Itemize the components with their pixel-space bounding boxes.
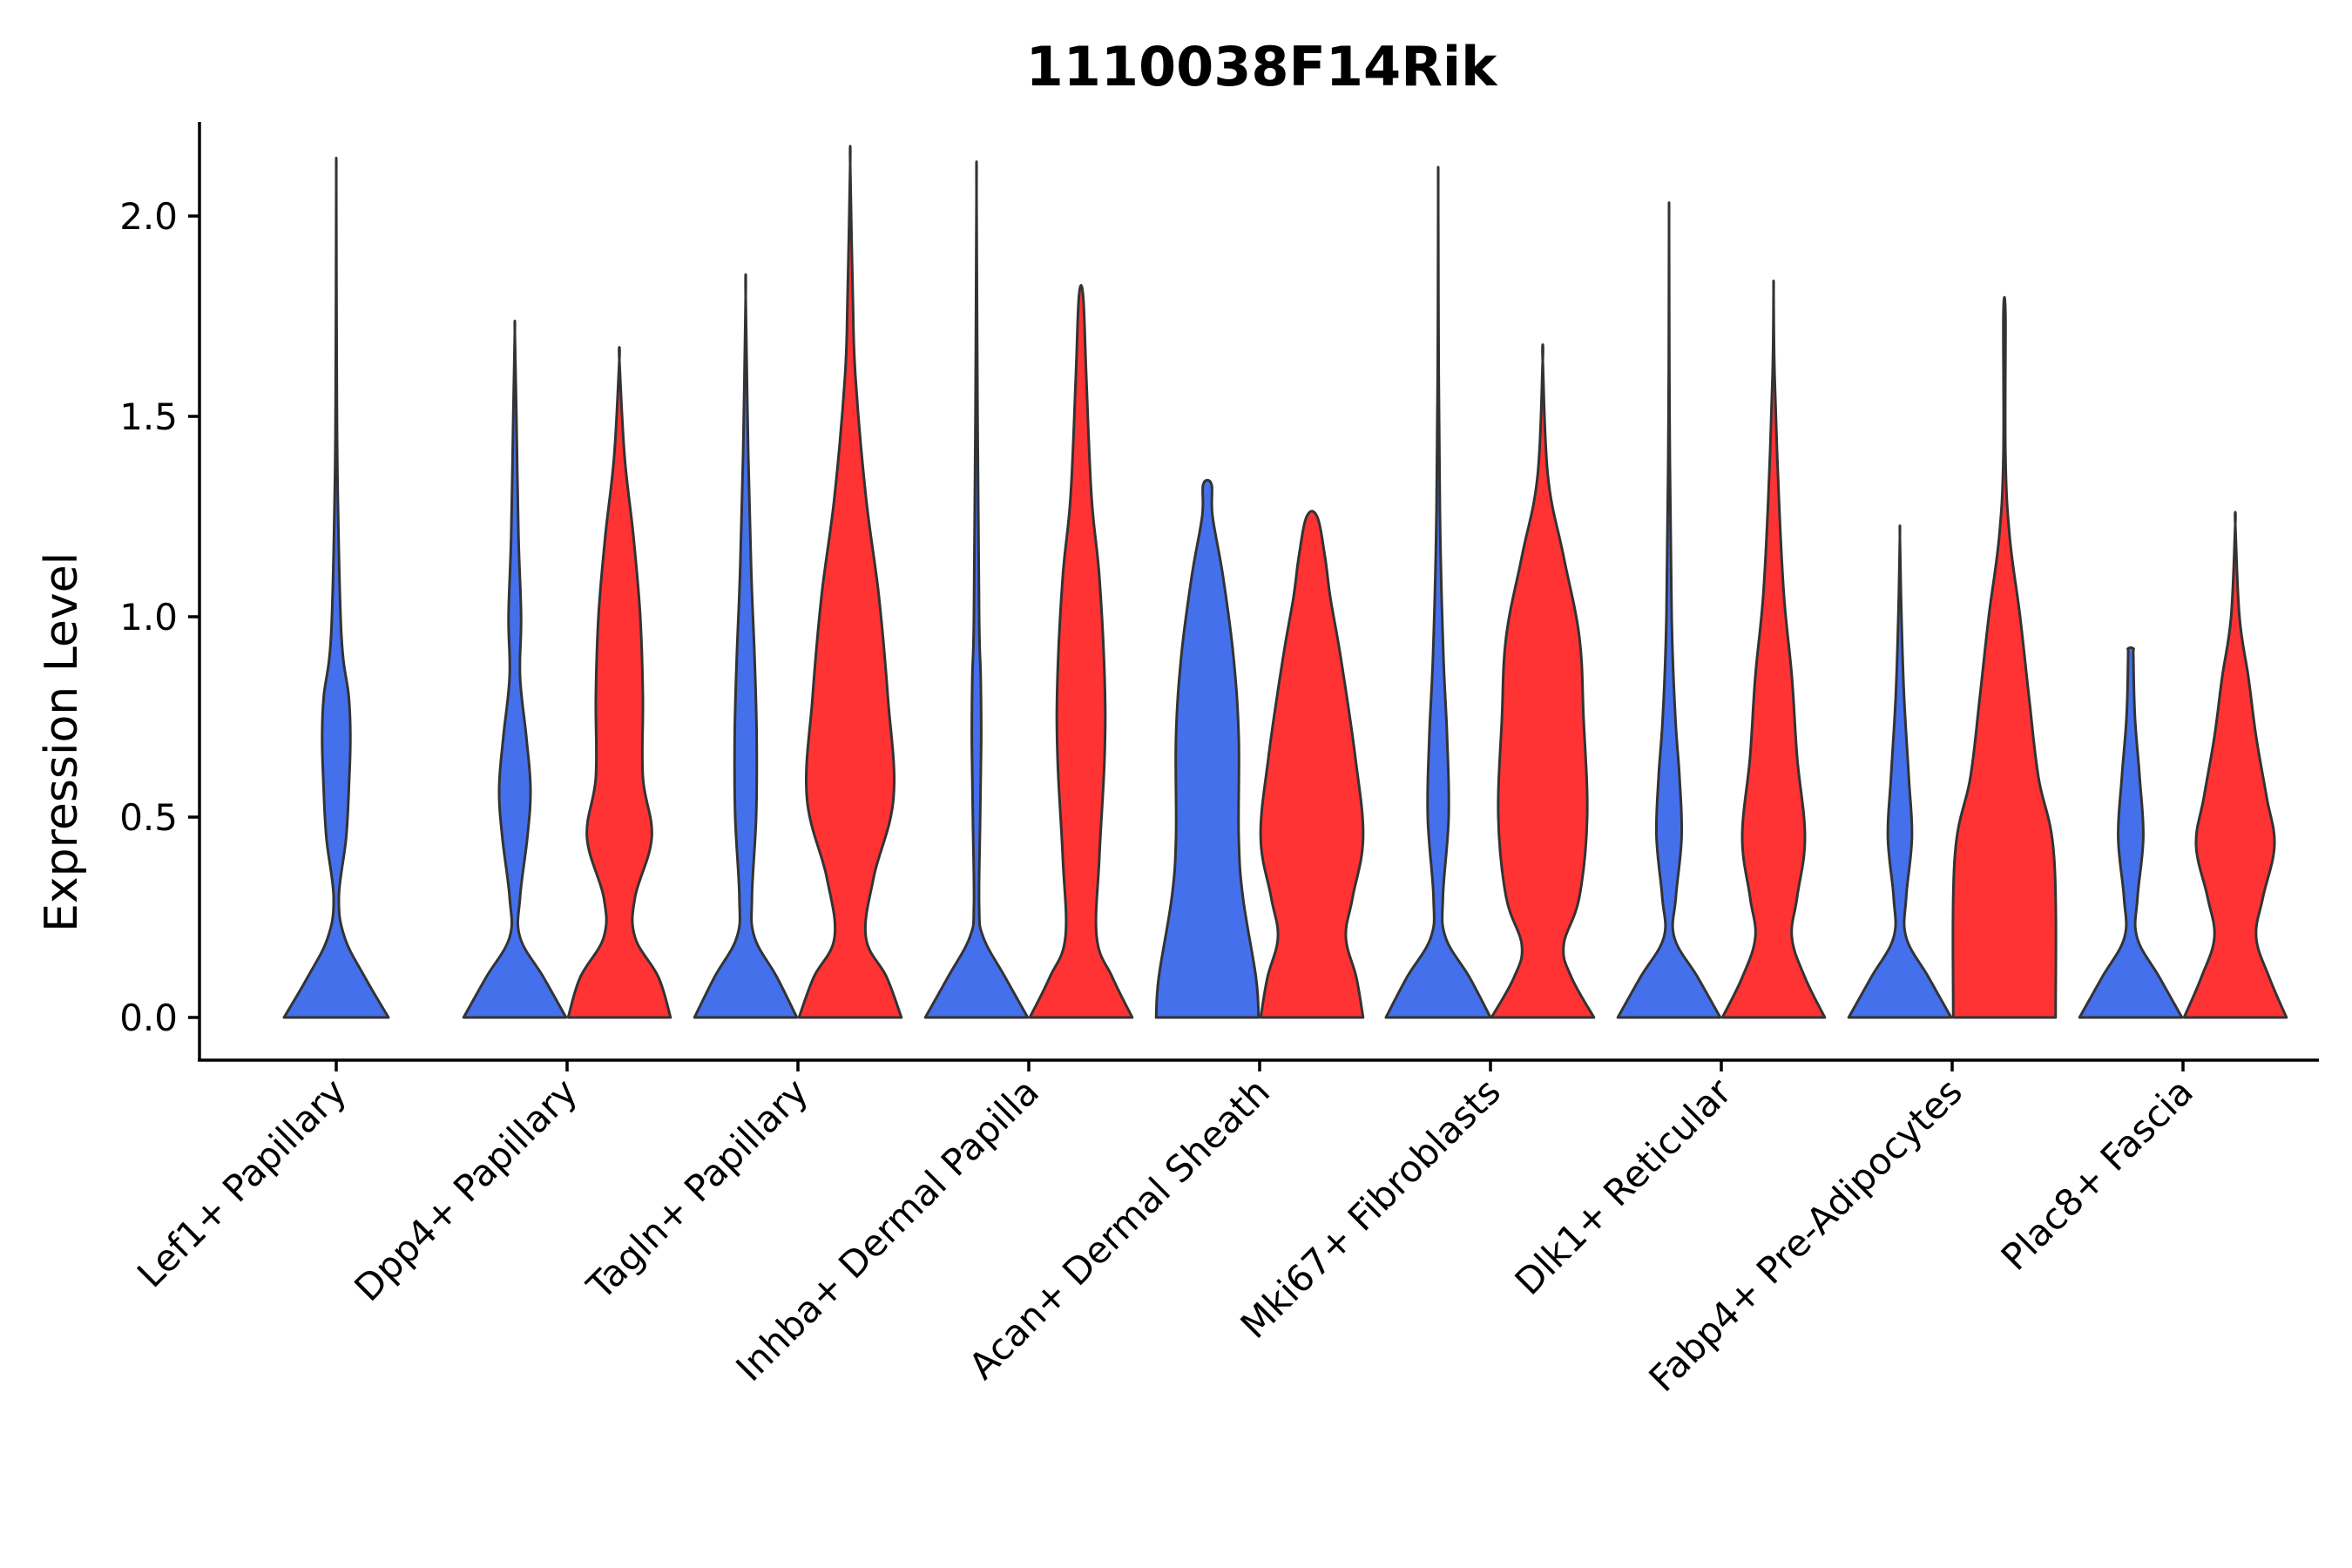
violin-tagln-papillary-red — [797, 145, 903, 1019]
x-tick-label-dpp4-papillary: Dpp4+ Papillary — [346, 1070, 585, 1309]
violin-lef1-papillary-blue — [282, 157, 390, 1019]
y-tick-label: 1.5 — [119, 395, 178, 438]
violin-plac8-fascia-red — [2182, 510, 2288, 1019]
violin-acan-dermal-sheath-red — [1259, 510, 1365, 1019]
y-tick-label: 0.0 — [119, 997, 178, 1039]
violin-dpp4-papillary-red — [566, 346, 672, 1019]
violin-plac8-fascia-blue — [2078, 646, 2184, 1019]
x-tick-label-tagln-papillary: Tagln+ Papillary — [578, 1070, 816, 1308]
y-tick-label: 2.0 — [119, 195, 178, 238]
violin-dlk1-reticular-red — [1720, 279, 1827, 1019]
violin-acan-dermal-sheath-blue — [1154, 478, 1260, 1019]
x-tick-label-dlk1-reticular: Dlk1+ Reticular — [1507, 1070, 1740, 1303]
y-axis-ticks: 0.0 0.5 1.0 1.5 2.0 — [119, 195, 199, 1039]
y-tick-label: 0.5 — [119, 796, 178, 839]
x-tick-label-plac8-fascia: Plac8+ Fascia — [1993, 1070, 2201, 1278]
violin-inhba-dermal-papilla-blue — [923, 160, 1030, 1019]
violin-mki67-fibroblasts-blue — [1384, 166, 1492, 1019]
y-axis-label: Expression Level — [36, 552, 88, 932]
x-tick-label-lef1-papillary: Lef1+ Papillary — [129, 1070, 355, 1295]
violins-layer — [282, 145, 2288, 1019]
violin-dlk1-reticular-blue — [1616, 201, 1722, 1019]
violin-dpp4-papillary-blue — [462, 319, 568, 1019]
violin-mki67-fibroblasts-red — [1490, 343, 1596, 1019]
violin-fabp4-pre-adipocytes-red — [1951, 295, 2058, 1019]
violin-inhba-dermal-papilla-red — [1028, 284, 1134, 1019]
violin-fabp4-pre-adipocytes-blue — [1847, 524, 1953, 1019]
chart-title: 1110038F14Rik — [1026, 35, 1499, 98]
violin-tagln-papillary-blue — [693, 273, 799, 1019]
y-tick-label: 1.0 — [119, 596, 178, 639]
x-tick-label-mki67-fibroblasts: Mki67+ Fibroblasts — [1233, 1070, 1509, 1346]
